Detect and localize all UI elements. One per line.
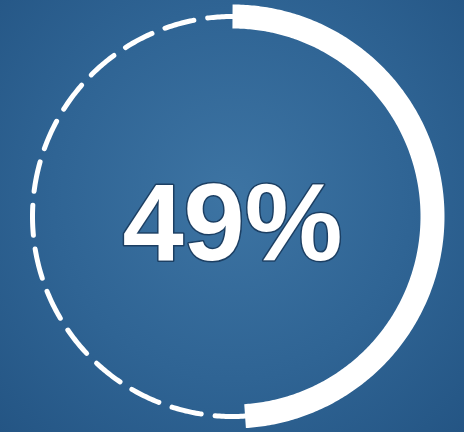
svg-text:49%: 49% <box>122 160 342 283</box>
